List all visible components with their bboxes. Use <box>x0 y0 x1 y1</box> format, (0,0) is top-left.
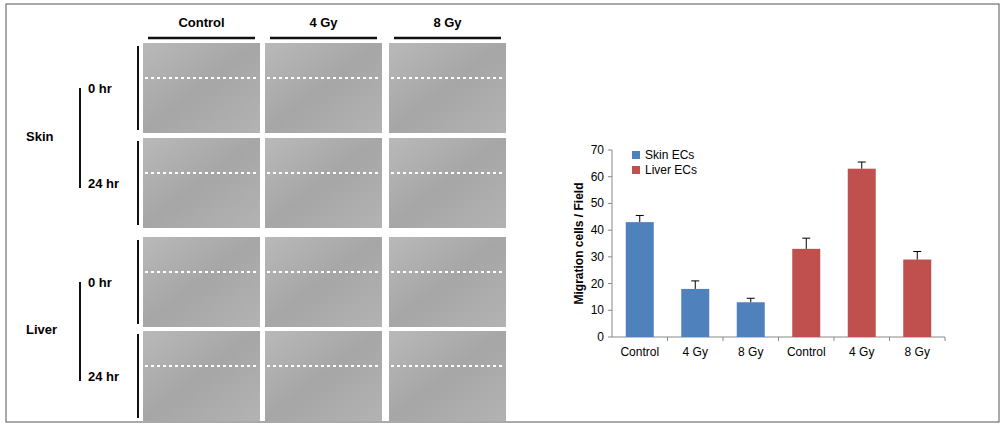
y-tick-label: 70 <box>591 143 605 157</box>
wound-edge <box>267 365 380 367</box>
error-cap <box>858 162 866 163</box>
x-tick-label: 4 Gy <box>849 345 874 359</box>
y-tick-label: 60 <box>591 170 605 184</box>
group-bar <box>79 88 81 188</box>
x-tick-label: 4 Gy <box>683 345 708 359</box>
micrograph <box>389 331 506 421</box>
x-tick <box>834 337 835 341</box>
wound-edge <box>391 271 504 273</box>
figure: Control 4 Gy 8 Gy Skin 0 hr 24 hr Liver 0 hr 24 … <box>0 0 1005 432</box>
row-bar <box>137 141 139 225</box>
x-tick-label: Control <box>620 345 659 359</box>
row-bar <box>137 240 139 324</box>
error-cap <box>691 280 699 281</box>
y-tick <box>608 283 612 284</box>
legend-swatch <box>632 151 640 159</box>
time-label: 24 hr <box>88 369 119 384</box>
wound-edge <box>145 172 258 174</box>
time-label: 24 hr <box>88 176 119 191</box>
micrograph <box>389 237 506 327</box>
micrograph <box>265 237 382 327</box>
legend-label: Liver ECs <box>645 163 697 177</box>
bar <box>737 302 765 337</box>
wound-edge <box>391 77 504 79</box>
x-tick-label: Control <box>787 345 826 359</box>
wound-edge <box>145 271 258 273</box>
x-tick <box>945 337 946 341</box>
wound-edge <box>391 365 504 367</box>
bar <box>848 169 876 337</box>
micrograph <box>143 138 260 228</box>
micrograph <box>143 43 260 133</box>
y-tick <box>608 176 612 177</box>
y-tick-label: 40 <box>591 223 605 237</box>
error-bar <box>639 215 640 222</box>
frame <box>6 4 999 422</box>
y-tick <box>608 310 612 311</box>
y-tick-label: 0 <box>597 330 604 344</box>
y-axis <box>612 150 613 337</box>
bar <box>792 249 820 337</box>
group-label: Liver <box>26 322 57 337</box>
x-tick <box>667 337 668 341</box>
micrograph <box>265 138 382 228</box>
wound-edge <box>145 77 258 79</box>
micrograph <box>389 138 506 228</box>
y-tick <box>608 150 612 151</box>
root: Control 4 Gy 8 Gy Skin 0 hr 24 hr Liver 0 hr 24 … <box>0 0 1005 432</box>
wound-edge <box>267 77 380 79</box>
plot-area <box>626 162 932 337</box>
micrograph <box>143 237 260 327</box>
column-label: 4 Gy <box>309 15 338 30</box>
y-tick-label: 30 <box>591 250 605 264</box>
row-bar <box>137 46 139 130</box>
y-tick-label: 50 <box>591 196 605 210</box>
y-tick <box>608 256 612 257</box>
error-cap <box>802 238 810 239</box>
x-tick <box>889 337 890 341</box>
error-bar <box>861 162 862 169</box>
bar <box>626 222 654 337</box>
column-label: Control <box>178 15 224 30</box>
column-label: 8 Gy <box>433 15 462 30</box>
micrograph <box>143 331 260 421</box>
y-axis-label: Migration cells / Field <box>572 182 586 304</box>
group-bar <box>79 282 81 381</box>
column-bar <box>270 37 377 40</box>
error-cap <box>913 251 921 252</box>
legend-label: Skin ECs <box>645 148 694 162</box>
group-label: Skin <box>26 129 54 144</box>
error-cap <box>636 215 644 216</box>
y-tick <box>608 203 612 204</box>
micrograph <box>389 43 506 133</box>
micrograph <box>265 331 382 421</box>
column-bar <box>394 37 501 40</box>
row-bar <box>137 334 139 418</box>
wound-edge <box>267 172 380 174</box>
wound-edge <box>391 172 504 174</box>
error-cap <box>747 298 755 299</box>
x-tick <box>778 337 779 341</box>
y-tick-label: 10 <box>591 303 605 317</box>
error-bar <box>917 252 918 260</box>
error-bar <box>750 298 751 302</box>
error-bar <box>695 281 696 289</box>
bar <box>903 260 931 337</box>
wound-edge <box>145 365 258 367</box>
x-tick-label: 8 Gy <box>905 345 930 359</box>
wound-edge <box>267 271 380 273</box>
column-bar <box>148 37 255 40</box>
bar <box>681 289 709 337</box>
legend-swatch <box>632 166 640 174</box>
time-label: 0 hr <box>88 81 112 96</box>
error-bar <box>806 238 807 249</box>
x-tick <box>723 337 724 341</box>
y-tick <box>608 337 612 338</box>
micrograph <box>265 43 382 133</box>
y-tick <box>608 230 612 231</box>
y-tick-label: 20 <box>591 277 605 291</box>
time-label: 0 hr <box>88 275 112 290</box>
x-tick-label: 8 Gy <box>738 345 763 359</box>
